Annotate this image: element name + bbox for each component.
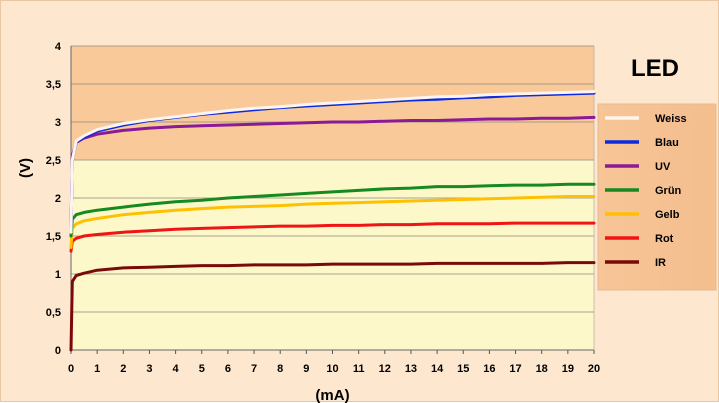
y-axis-label: (V) bbox=[17, 158, 34, 178]
x-tick-label: 8 bbox=[277, 363, 283, 375]
y-tick-label: 4 bbox=[55, 41, 62, 53]
legend-label: UV bbox=[655, 161, 671, 173]
legend: Weiss Blau UV Grün Gelb Rot IR bbox=[597, 103, 717, 291]
x-tick-label: 4 bbox=[173, 363, 180, 375]
x-tick-label: 20 bbox=[588, 363, 600, 375]
series-line-gelb bbox=[69, 195, 596, 249]
y-tick-label: 3,5 bbox=[46, 79, 61, 91]
chart-title: LED bbox=[631, 55, 679, 82]
x-tick-label: 2 bbox=[120, 363, 126, 375]
legend-label: Weiss bbox=[655, 113, 687, 125]
x-tick-label: 9 bbox=[303, 363, 309, 375]
series-line-uv bbox=[69, 115, 596, 230]
tick-labels: 00,511,522,533,540 1 2 3 4 5 6 7 8 9 10 11 12 13 14 15 1… bbox=[46, 41, 600, 375]
x-tick-label: 6 bbox=[225, 363, 231, 375]
x-tick-label: 19 bbox=[562, 363, 574, 375]
series-line-grün bbox=[69, 182, 596, 238]
y-tick-label: 2,5 bbox=[46, 155, 61, 167]
x-tick-label: 1 bbox=[94, 363, 100, 375]
legend-label: Rot bbox=[655, 233, 674, 245]
x-axis-label: (mA) bbox=[315, 387, 349, 403]
series-lines bbox=[69, 90, 596, 352]
x-tick-label: 17 bbox=[509, 363, 521, 375]
legend-box bbox=[597, 103, 717, 291]
y-tick-label: 0 bbox=[55, 345, 61, 357]
y-tick-label: 3 bbox=[55, 117, 61, 129]
legend-label: Grün bbox=[655, 185, 682, 197]
y-tick-label: 1,5 bbox=[46, 231, 61, 243]
x-tick-label: 14 bbox=[431, 363, 444, 375]
gridlines bbox=[70, 45, 595, 354]
x-tick-label: 16 bbox=[483, 363, 495, 375]
x-tick-label: 5 bbox=[199, 363, 205, 375]
x-tick-label: 15 bbox=[457, 363, 469, 375]
x-tick-label: 3 bbox=[146, 363, 152, 375]
y-tick-label: 2 bbox=[55, 193, 61, 205]
series-line-rot bbox=[69, 221, 596, 253]
legend-label: Blau bbox=[655, 137, 679, 149]
x-tick-label: 13 bbox=[405, 363, 417, 375]
x-tick-label: 10 bbox=[326, 363, 338, 375]
legend-label: IR bbox=[655, 257, 666, 269]
x-tick-label: 18 bbox=[536, 363, 548, 375]
series-line-ir bbox=[69, 261, 596, 352]
x-tick-label: 7 bbox=[251, 363, 257, 375]
x-tick-label: 11 bbox=[353, 363, 365, 375]
y-tick-label: 0,5 bbox=[46, 307, 61, 319]
legend-label: Gelb bbox=[655, 209, 680, 221]
y-tick-label: 1 bbox=[55, 269, 61, 281]
series-line-weiss bbox=[69, 90, 596, 234]
x-tick-label: 12 bbox=[379, 363, 391, 375]
plot-background-lower bbox=[71, 160, 594, 350]
x-tick-label: 0 bbox=[68, 363, 74, 375]
